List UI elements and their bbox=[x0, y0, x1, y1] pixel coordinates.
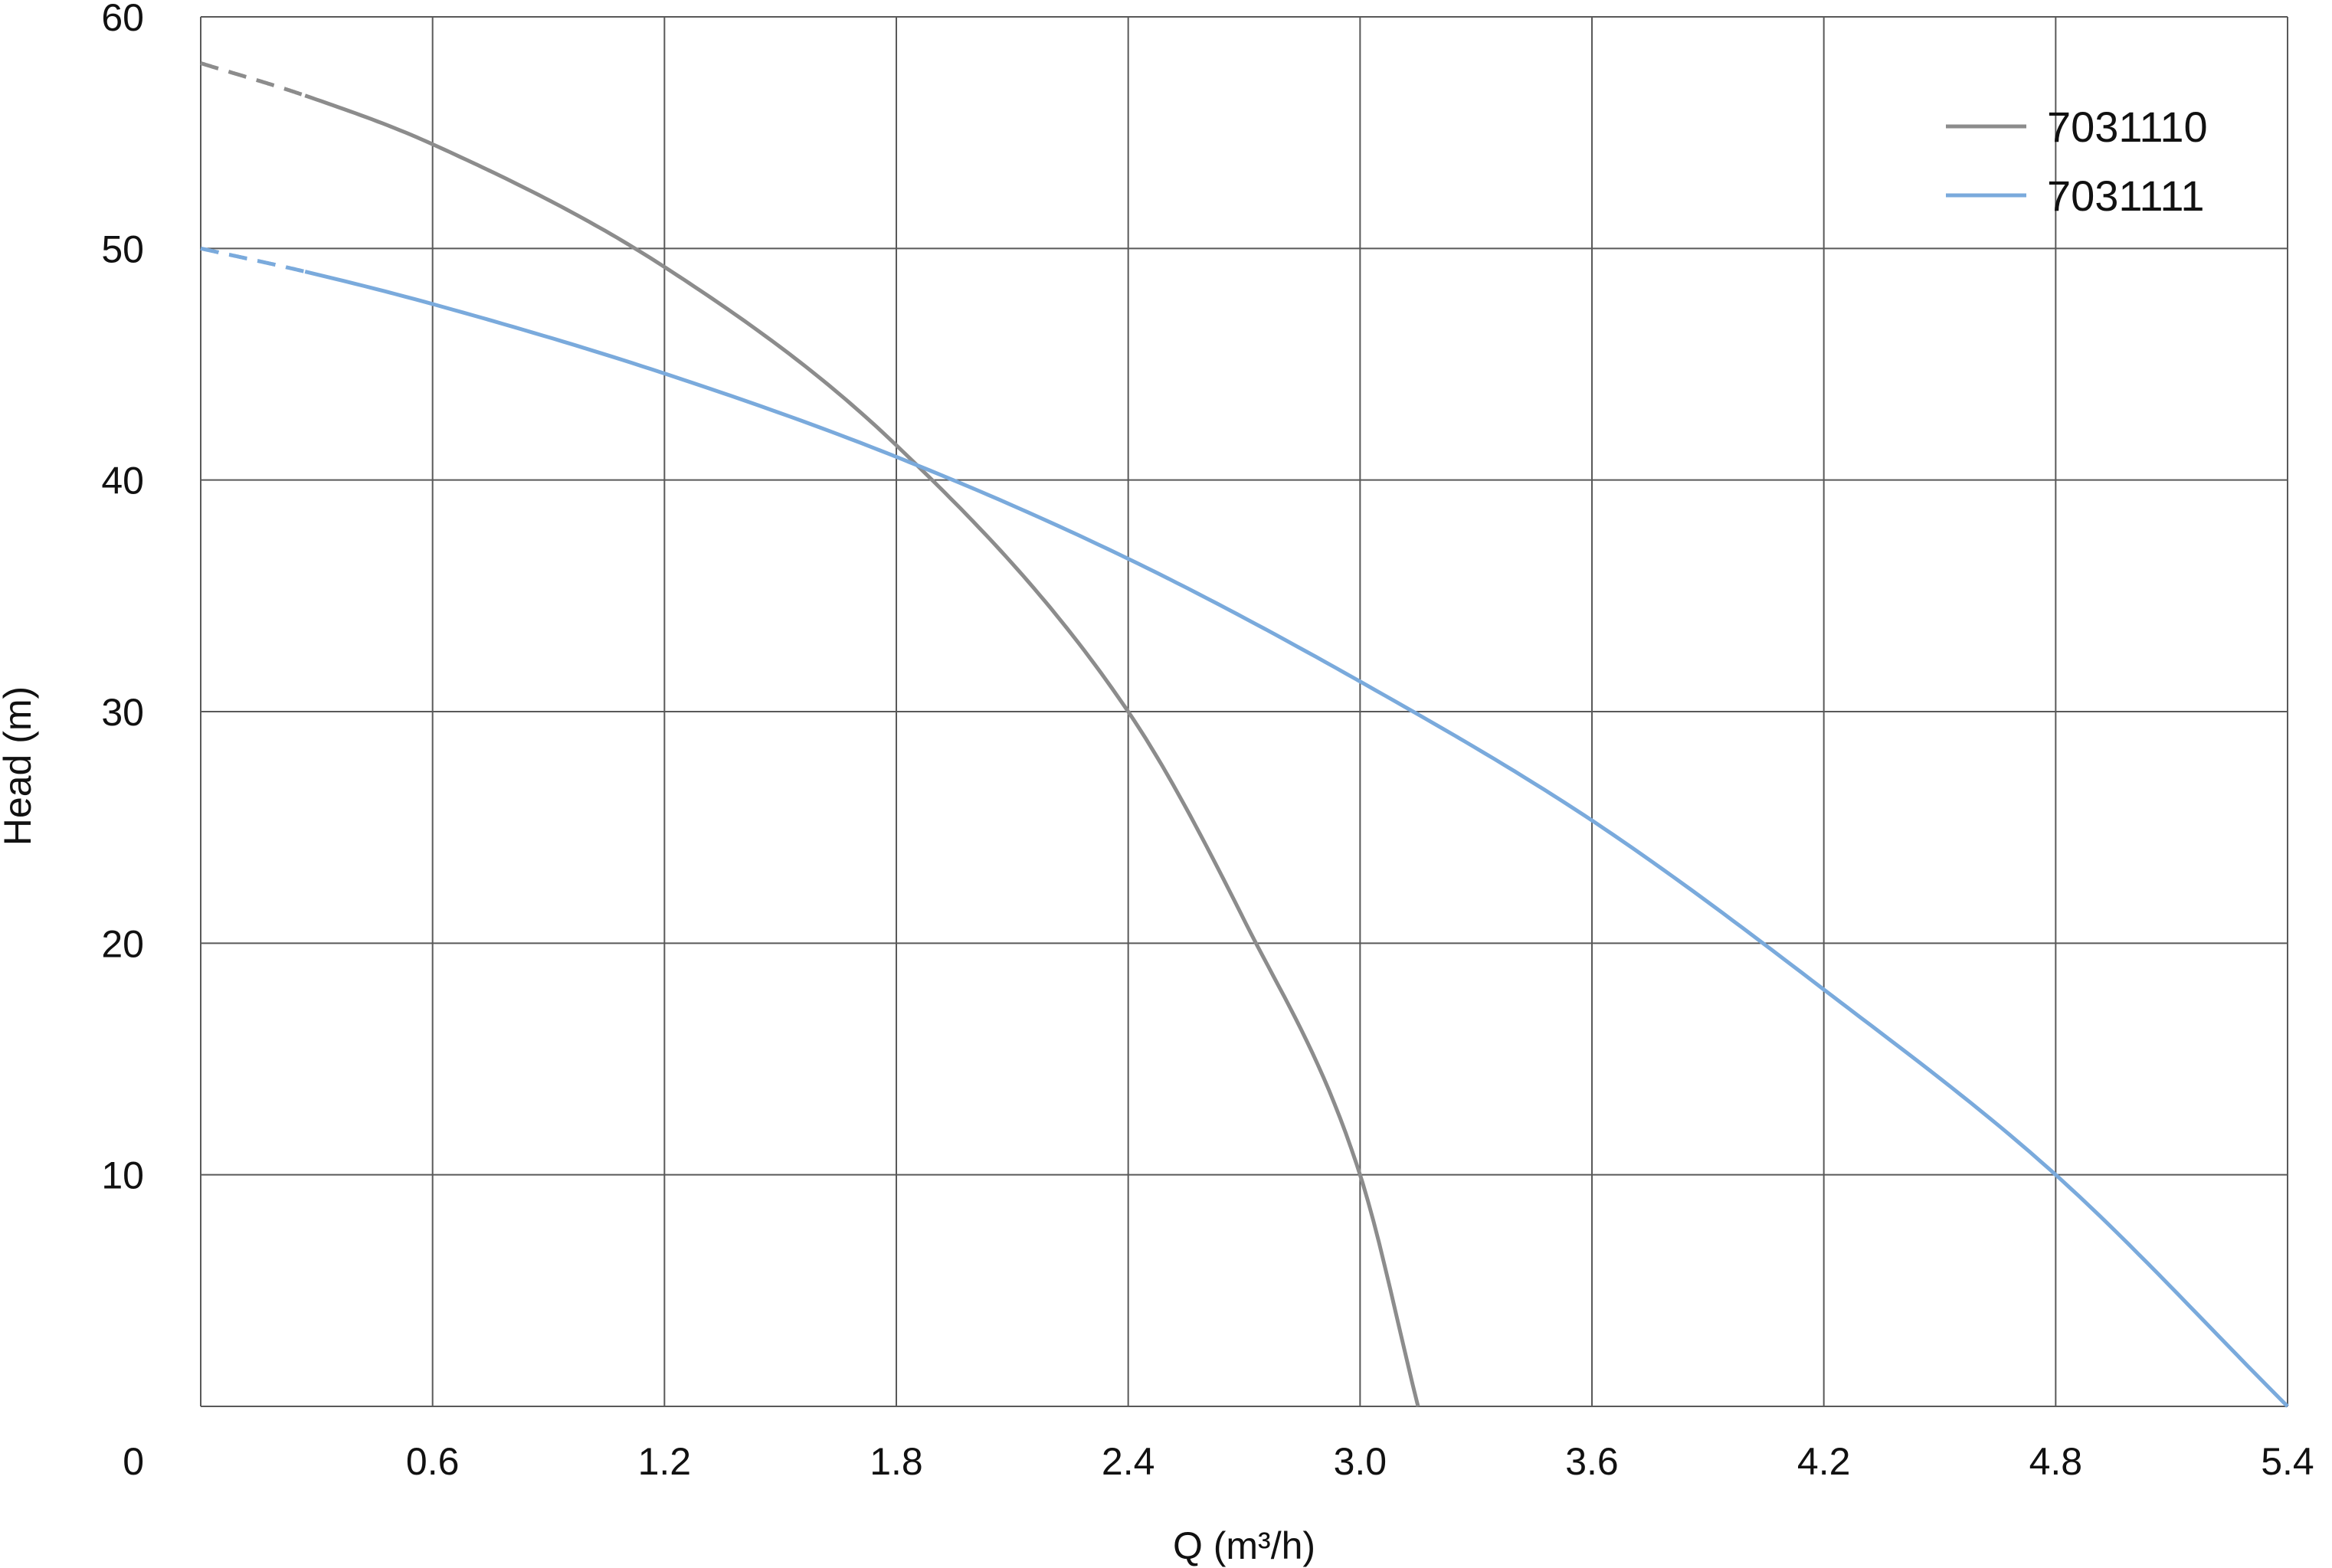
y-tick-label: 60 bbox=[101, 0, 144, 39]
x-axis-title: Q (m³/h) bbox=[1173, 1524, 1315, 1567]
x-tick-label: 3.6 bbox=[1565, 1440, 1619, 1483]
y-tick-labels: 0 10 20 30 40 50 60 bbox=[101, 0, 144, 1483]
y-tick-label: 40 bbox=[101, 460, 144, 502]
y-tick-label: 30 bbox=[101, 691, 144, 734]
y-tick-label: 0 bbox=[123, 1440, 144, 1483]
x-tick-label: 4.2 bbox=[1797, 1440, 1851, 1483]
legend-label: 7031111 bbox=[2047, 172, 2205, 220]
series-line bbox=[304, 93, 1420, 1407]
series-line-dashed bbox=[200, 246, 306, 274]
series-layer bbox=[200, 61, 2289, 1408]
y-tick-label: 10 bbox=[101, 1154, 144, 1197]
x-tick-label: 1.2 bbox=[638, 1440, 692, 1483]
legend: 7031110 7031111 bbox=[1946, 103, 2208, 220]
series-7031110 bbox=[200, 61, 1420, 1407]
x-tick-label: 0.6 bbox=[406, 1440, 460, 1483]
x-tick-label: 4.8 bbox=[2029, 1440, 2083, 1483]
x-tick-label: 1.8 bbox=[870, 1440, 923, 1483]
x-tick-label: 3.0 bbox=[1334, 1440, 1387, 1483]
x-tick-label: 5.4 bbox=[2261, 1440, 2314, 1483]
y-tick-label: 20 bbox=[101, 922, 144, 965]
x-tick-labels: 0.6 1.2 1.8 2.4 3.0 3.6 4.2 4.8 5.4 bbox=[406, 1440, 2314, 1483]
series-7031111 bbox=[200, 246, 2289, 1408]
legend-label: 7031110 bbox=[2047, 103, 2208, 151]
series-line-dashed bbox=[200, 61, 306, 98]
x-tick-label: 2.4 bbox=[1102, 1440, 1155, 1483]
y-tick-label: 50 bbox=[101, 228, 144, 270]
series-line bbox=[304, 270, 2289, 1408]
y-axis-title: Head (m) bbox=[0, 686, 39, 846]
